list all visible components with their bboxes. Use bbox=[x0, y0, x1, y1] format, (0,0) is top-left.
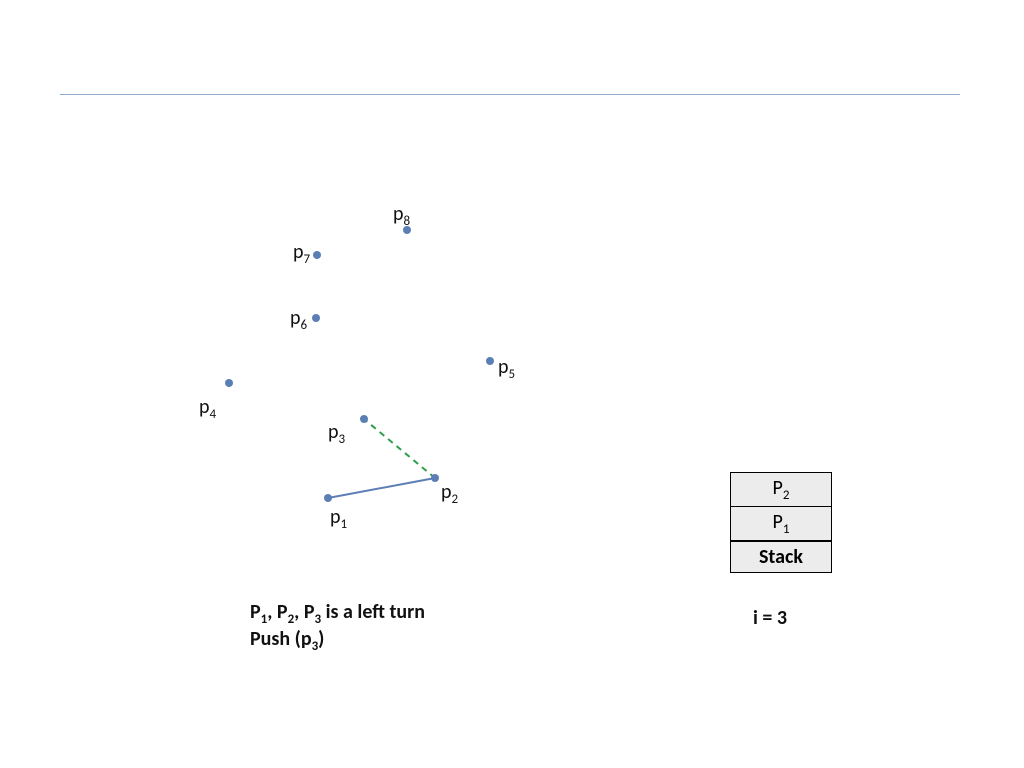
label-p6: p6 bbox=[290, 306, 307, 333]
edge-layer bbox=[0, 0, 1024, 768]
point-p3 bbox=[360, 415, 368, 423]
label-p4: p4 bbox=[199, 395, 216, 422]
label-p1: p1 bbox=[330, 505, 347, 532]
title-underline bbox=[60, 94, 960, 95]
point-p5 bbox=[486, 357, 494, 365]
point-p6 bbox=[312, 314, 320, 322]
point-p4 bbox=[225, 379, 233, 387]
label-p7: p7 bbox=[293, 240, 310, 267]
stack-table: P2P1Stack bbox=[730, 472, 832, 573]
stack-label-row: Stack bbox=[731, 541, 832, 573]
stack-row-0: P2 bbox=[731, 473, 832, 507]
point-p7 bbox=[313, 251, 321, 259]
edge-p1-p2 bbox=[328, 478, 435, 498]
label-p2: p2 bbox=[441, 480, 458, 507]
stack-row-1: P1 bbox=[731, 507, 832, 542]
label-p3: p3 bbox=[328, 420, 345, 447]
i-indicator: i = 3 bbox=[753, 606, 787, 630]
point-p1 bbox=[324, 494, 332, 502]
label-p5: p5 bbox=[498, 355, 515, 382]
point-p2 bbox=[431, 474, 439, 482]
edge-p2-p3 bbox=[364, 419, 435, 478]
label-p8: p8 bbox=[393, 202, 410, 229]
caption: P1, P2, P3 is a left turnPush (p3) bbox=[250, 600, 425, 654]
